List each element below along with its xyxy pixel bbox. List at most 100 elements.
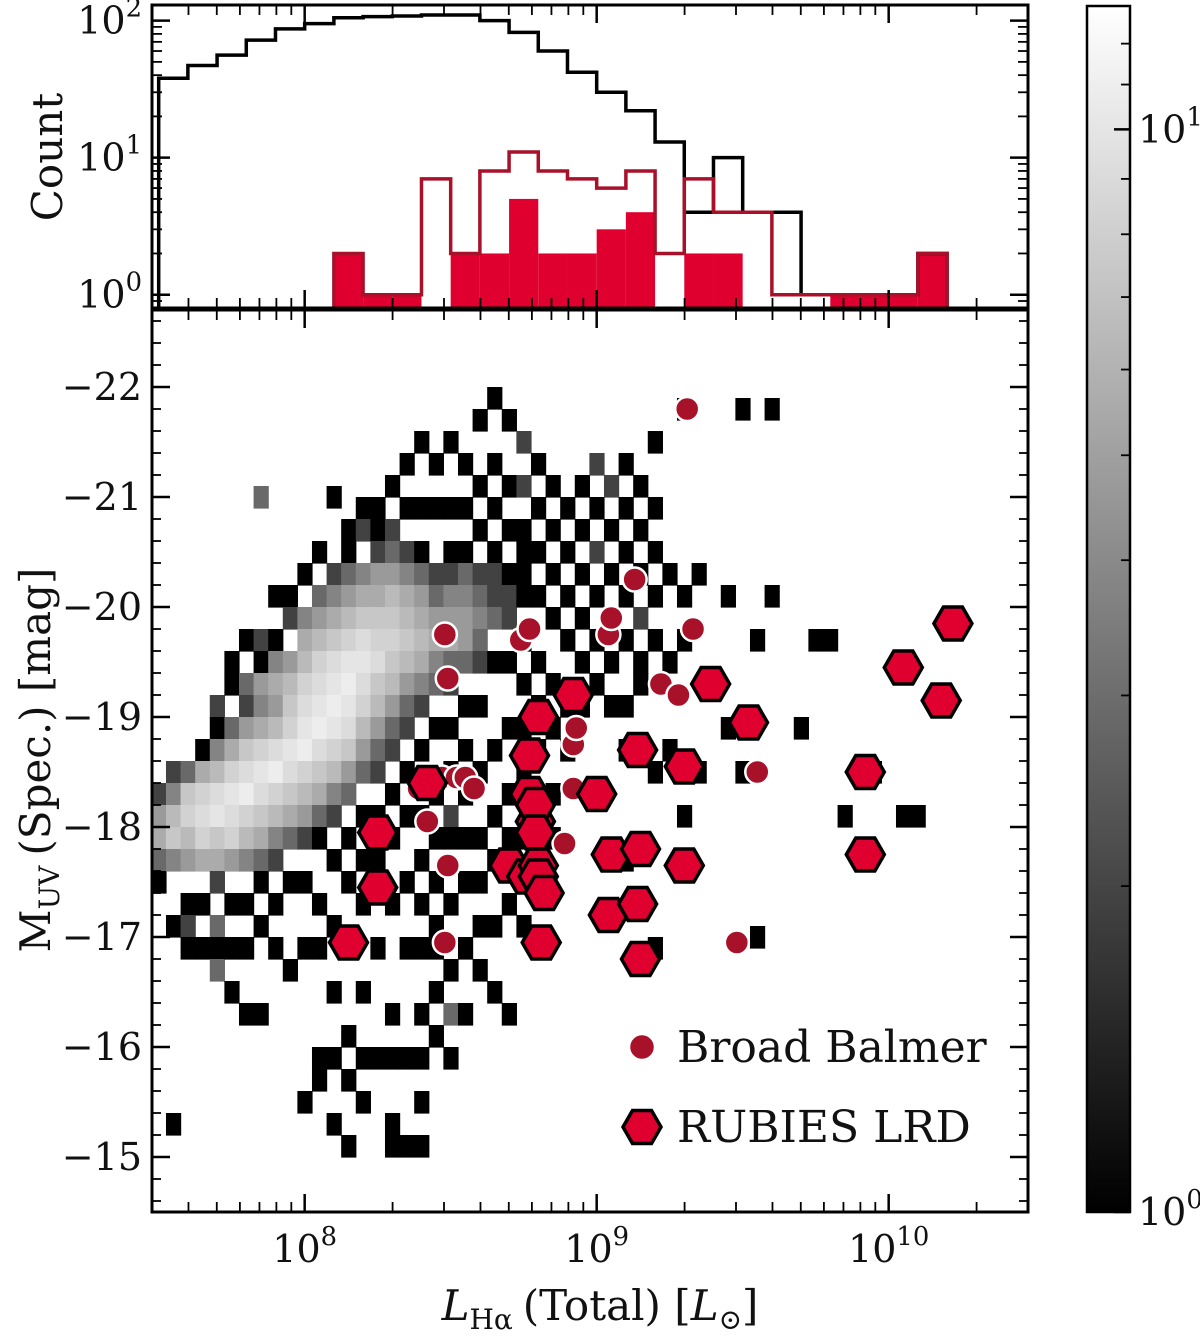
heatmap-cell — [574, 563, 590, 586]
heatmap-cell — [560, 585, 576, 608]
heatmap-cell — [282, 871, 298, 894]
heatmap-cell — [209, 717, 225, 740]
scatter-point-rubies-lrd — [727, 704, 770, 741]
scatter-point-rubies-lrd — [931, 605, 974, 642]
heatmap-cell — [297, 871, 313, 894]
heatmap-cell — [282, 585, 298, 608]
scatter-point-broad-balmer — [665, 681, 692, 709]
scatter-point-broad-balmer — [460, 775, 488, 802]
histogram-bar-rubies-lrd — [538, 253, 568, 308]
heatmap-cell — [195, 827, 211, 850]
heatmap-cell — [370, 849, 386, 872]
heatmap-cell — [808, 629, 824, 652]
heatmap-cell — [370, 629, 386, 652]
heatmap-cell — [282, 827, 298, 850]
heatmap-cell — [618, 695, 634, 718]
heatmap-cell — [341, 563, 357, 586]
legend: Broad Balmer RUBIES LRD — [620, 1022, 988, 1153]
y-tick-label: −20 — [62, 585, 142, 629]
heatmap-cell — [633, 673, 649, 696]
legend-label-broad-balmer: Broad Balmer — [677, 1022, 988, 1073]
scatter-point-rubies-lrd — [844, 753, 887, 791]
heatmap-cell — [472, 519, 488, 542]
heatmap-cell — [414, 849, 430, 872]
heatmap-cell — [574, 651, 590, 674]
heatmap-cell — [311, 629, 328, 652]
heatmap-cell — [589, 497, 605, 520]
heatmap-cell — [152, 783, 167, 806]
heatmap-cell — [428, 563, 444, 586]
heatmap-cell — [165, 783, 182, 806]
heatmap-cell — [209, 937, 225, 960]
heatmap-cell — [297, 673, 313, 696]
heatmap-cell — [311, 937, 328, 960]
heatmap-cell — [603, 519, 620, 542]
heatmap-cell — [355, 497, 371, 520]
colorbar-tick-label: 100 — [1138, 1185, 1200, 1234]
heatmap-cell — [895, 805, 912, 828]
heatmap-cell — [370, 695, 386, 718]
heatmap-cell — [311, 695, 328, 718]
heatmap-cell — [224, 783, 240, 806]
heatmap-cell — [443, 893, 459, 916]
heatmap-cell — [501, 651, 517, 674]
heatmap-cell — [326, 981, 342, 1004]
heatmap-cell — [238, 805, 255, 828]
heatmap-cell — [428, 981, 444, 1004]
heatmap-cell — [355, 695, 371, 718]
heatmap-cell — [326, 1047, 342, 1070]
heatmap-cell — [297, 761, 313, 784]
histogram-bar-rubies-lrd — [479, 253, 510, 308]
heatmap-cell — [209, 849, 225, 872]
heatmap-cell — [414, 695, 430, 718]
legend-label-rubies-lrd: RUBIES LRD — [677, 1102, 971, 1153]
heatmap-cell — [487, 651, 503, 674]
heatmap-cell — [253, 673, 269, 696]
scatter-point-broad-balmer — [434, 852, 462, 879]
heatmap-cell — [662, 563, 678, 586]
heatmap-cell — [224, 673, 240, 696]
heatmap-cell — [268, 673, 284, 696]
heatmap-cell — [457, 1003, 474, 1026]
heatmap-cell — [457, 695, 474, 718]
heatmap-cell — [618, 453, 634, 476]
heatmap-cell — [457, 871, 474, 894]
heatmap-cell — [414, 673, 430, 696]
scatter-point-broad-balmer — [679, 615, 707, 643]
y-tick-label: −17 — [62, 915, 142, 959]
axes: 108 109 1010 −22 −21 −20 −19 −18 −17 −16 −15 100 101… — [62, 0, 1200, 1271]
heatmap-cell — [253, 827, 269, 850]
heatmap-cell — [341, 1025, 357, 1048]
heatmap-cell — [618, 629, 634, 652]
histogram-bar-rubies-lrd — [684, 253, 714, 308]
scatter-point-broad-balmer — [562, 714, 590, 742]
heatmap-cell — [589, 541, 605, 564]
heatmap-cell — [399, 607, 415, 630]
heatmap-cell — [311, 717, 328, 740]
scatter-point-rubies-lrd — [590, 836, 633, 873]
heatmap-cell — [384, 1003, 401, 1026]
heatmap-cell — [428, 871, 444, 894]
heatmap-cell — [472, 651, 488, 674]
heatmap-cell — [618, 541, 634, 564]
heatmap-cell — [910, 805, 926, 828]
heatmap-cell — [399, 541, 415, 564]
heatmap-cell — [399, 453, 415, 476]
heatmap-cell — [224, 739, 240, 762]
legend-marker-broad-balmer — [627, 1032, 657, 1062]
heatmap-cell — [457, 541, 474, 564]
heatmap-cell — [311, 651, 328, 674]
heatmap-cell — [487, 981, 503, 1004]
heatmap-cell — [268, 695, 284, 718]
heatmap-cell — [326, 761, 342, 784]
scatter-panel — [152, 387, 974, 1158]
heatmap-cell — [152, 849, 167, 872]
scatter-point-rubies-lrd — [406, 764, 449, 802]
heatmap-cell — [633, 651, 649, 674]
heatmap-cell — [457, 937, 474, 960]
heatmap-cell — [647, 629, 663, 652]
heatmap-cell — [560, 541, 576, 564]
heatmap-cell — [253, 849, 269, 872]
heatmap-cell — [487, 805, 503, 828]
heatmap-cell — [355, 849, 371, 872]
